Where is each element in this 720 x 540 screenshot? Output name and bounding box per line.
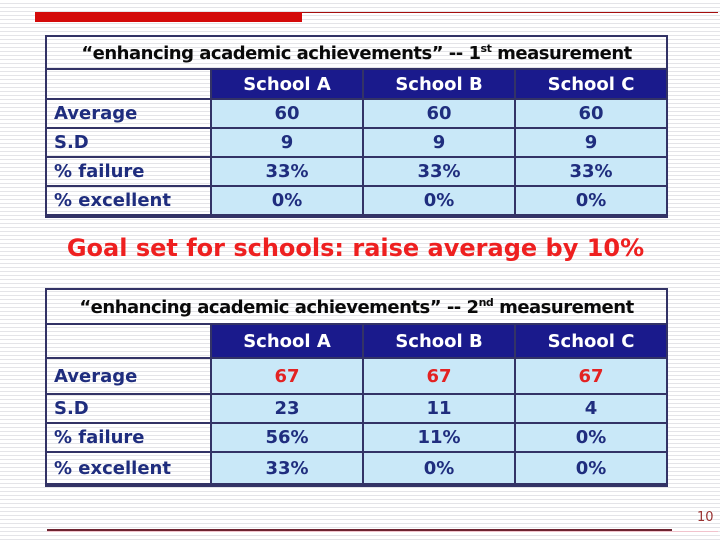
table-2-title-suffix: measurement — [493, 296, 634, 318]
table-2-title-ordinal: 2 — [466, 296, 480, 318]
table-1-title-ordinal: 1 — [468, 42, 482, 64]
cell-value: 60 — [362, 98, 516, 129]
table-1-corner-cell — [45, 68, 212, 100]
table-2-column-header-school-c: School C — [513, 323, 669, 359]
cell-value: 33% — [210, 451, 364, 486]
cell-value: 9 — [362, 127, 516, 158]
table-2-title-prefix: “enhancing academic achievements” -- — [79, 296, 467, 318]
cell-value: 11 — [362, 393, 516, 424]
cell-value: 0% — [513, 451, 669, 486]
table-1-title-suffix: measurement — [491, 42, 632, 64]
table-1-title-row: “enhancing academic achievements” -- 1st… — [44, 35, 669, 70]
goal-statement: Goal set for schools: raise average by 1… — [66, 234, 645, 262]
row-label: % failure — [45, 156, 212, 187]
table-2-row-excellent: % excellent 33% 0% 0% — [45, 451, 669, 486]
cell-value: 11% — [362, 422, 516, 453]
table-1-column-header-school-c: School C — [513, 68, 669, 100]
table-2-row-sd: S.D 23 11 4 — [45, 393, 669, 424]
table-1-row-sd: S.D 9 9 9 — [45, 127, 669, 158]
cell-value: 0% — [513, 422, 669, 453]
cell-value-highlighted: 67 — [362, 357, 516, 395]
table-1-title-prefix: “enhancing academic achievements” -- — [81, 42, 469, 64]
table-1-row-average: Average 60 60 60 — [45, 98, 669, 129]
table-2-header-row: School A School B School C — [45, 323, 669, 359]
measurement-table-2: “enhancing academic achievements” -- 2nd… — [44, 288, 669, 487]
table-2-column-header-school-a: School A — [210, 323, 364, 359]
measurement-table-1-grid: “enhancing academic achievements” -- 1st… — [44, 35, 669, 218]
cell-value-highlighted: 67 — [210, 357, 364, 395]
table-1-title-ordinal-suffix: st — [480, 41, 492, 55]
table-1-header-row: School A School B School C — [45, 68, 669, 100]
cell-value: 9 — [513, 127, 669, 158]
cell-value: 56% — [210, 422, 364, 453]
cell-value: 9 — [210, 127, 364, 158]
cell-value: 33% — [362, 156, 516, 187]
row-label: Average — [45, 357, 212, 395]
table-1-column-header-school-a: School A — [210, 68, 364, 100]
row-label: % excellent — [45, 451, 212, 486]
cell-value: 0% — [513, 185, 669, 217]
row-label: S.D — [45, 127, 212, 158]
table-2-column-header-school-b: School B — [362, 323, 516, 359]
table-1-title: “enhancing academic achievements” -- 1st… — [44, 35, 669, 70]
footer-line-pink — [47, 531, 718, 532]
table-2-title-ordinal-suffix: nd — [478, 295, 494, 309]
footer-line-dark — [47, 529, 672, 531]
row-label: % failure — [45, 422, 212, 453]
table-2-title-row: “enhancing academic achievements” -- 2nd… — [44, 288, 669, 325]
cell-value: 4 — [513, 393, 669, 424]
cell-value: 60 — [210, 98, 364, 129]
top-accent-bar — [35, 12, 302, 22]
table-2-corner-cell — [45, 323, 212, 359]
table-2-row-average: Average 67 67 67 — [45, 357, 669, 395]
table-2-title: “enhancing academic achievements” -- 2nd… — [44, 288, 669, 325]
cell-value: 60 — [513, 98, 669, 129]
cell-value: 33% — [513, 156, 669, 187]
cell-value: 0% — [210, 185, 364, 217]
measurement-table-2-grid: “enhancing academic achievements” -- 2nd… — [44, 288, 669, 487]
table-1-row-excellent: % excellent 0% 0% 0% — [45, 185, 669, 217]
cell-value: 0% — [362, 185, 516, 217]
table-1-column-header-school-b: School B — [362, 68, 516, 100]
row-label: S.D — [45, 393, 212, 424]
table-2-row-failure: % failure 56% 11% 0% — [45, 422, 669, 453]
top-accent-line — [35, 12, 718, 13]
cell-value-highlighted: 67 — [513, 357, 669, 395]
measurement-table-1: “enhancing academic achievements” -- 1st… — [44, 35, 669, 218]
cell-value: 33% — [210, 156, 364, 187]
cell-value: 0% — [362, 451, 516, 486]
cell-value: 23 — [210, 393, 364, 424]
table-1-row-failure: % failure 33% 33% 33% — [45, 156, 669, 187]
row-label: % excellent — [45, 185, 212, 217]
page-number: 10 — [697, 510, 714, 525]
row-label: Average — [45, 98, 212, 129]
